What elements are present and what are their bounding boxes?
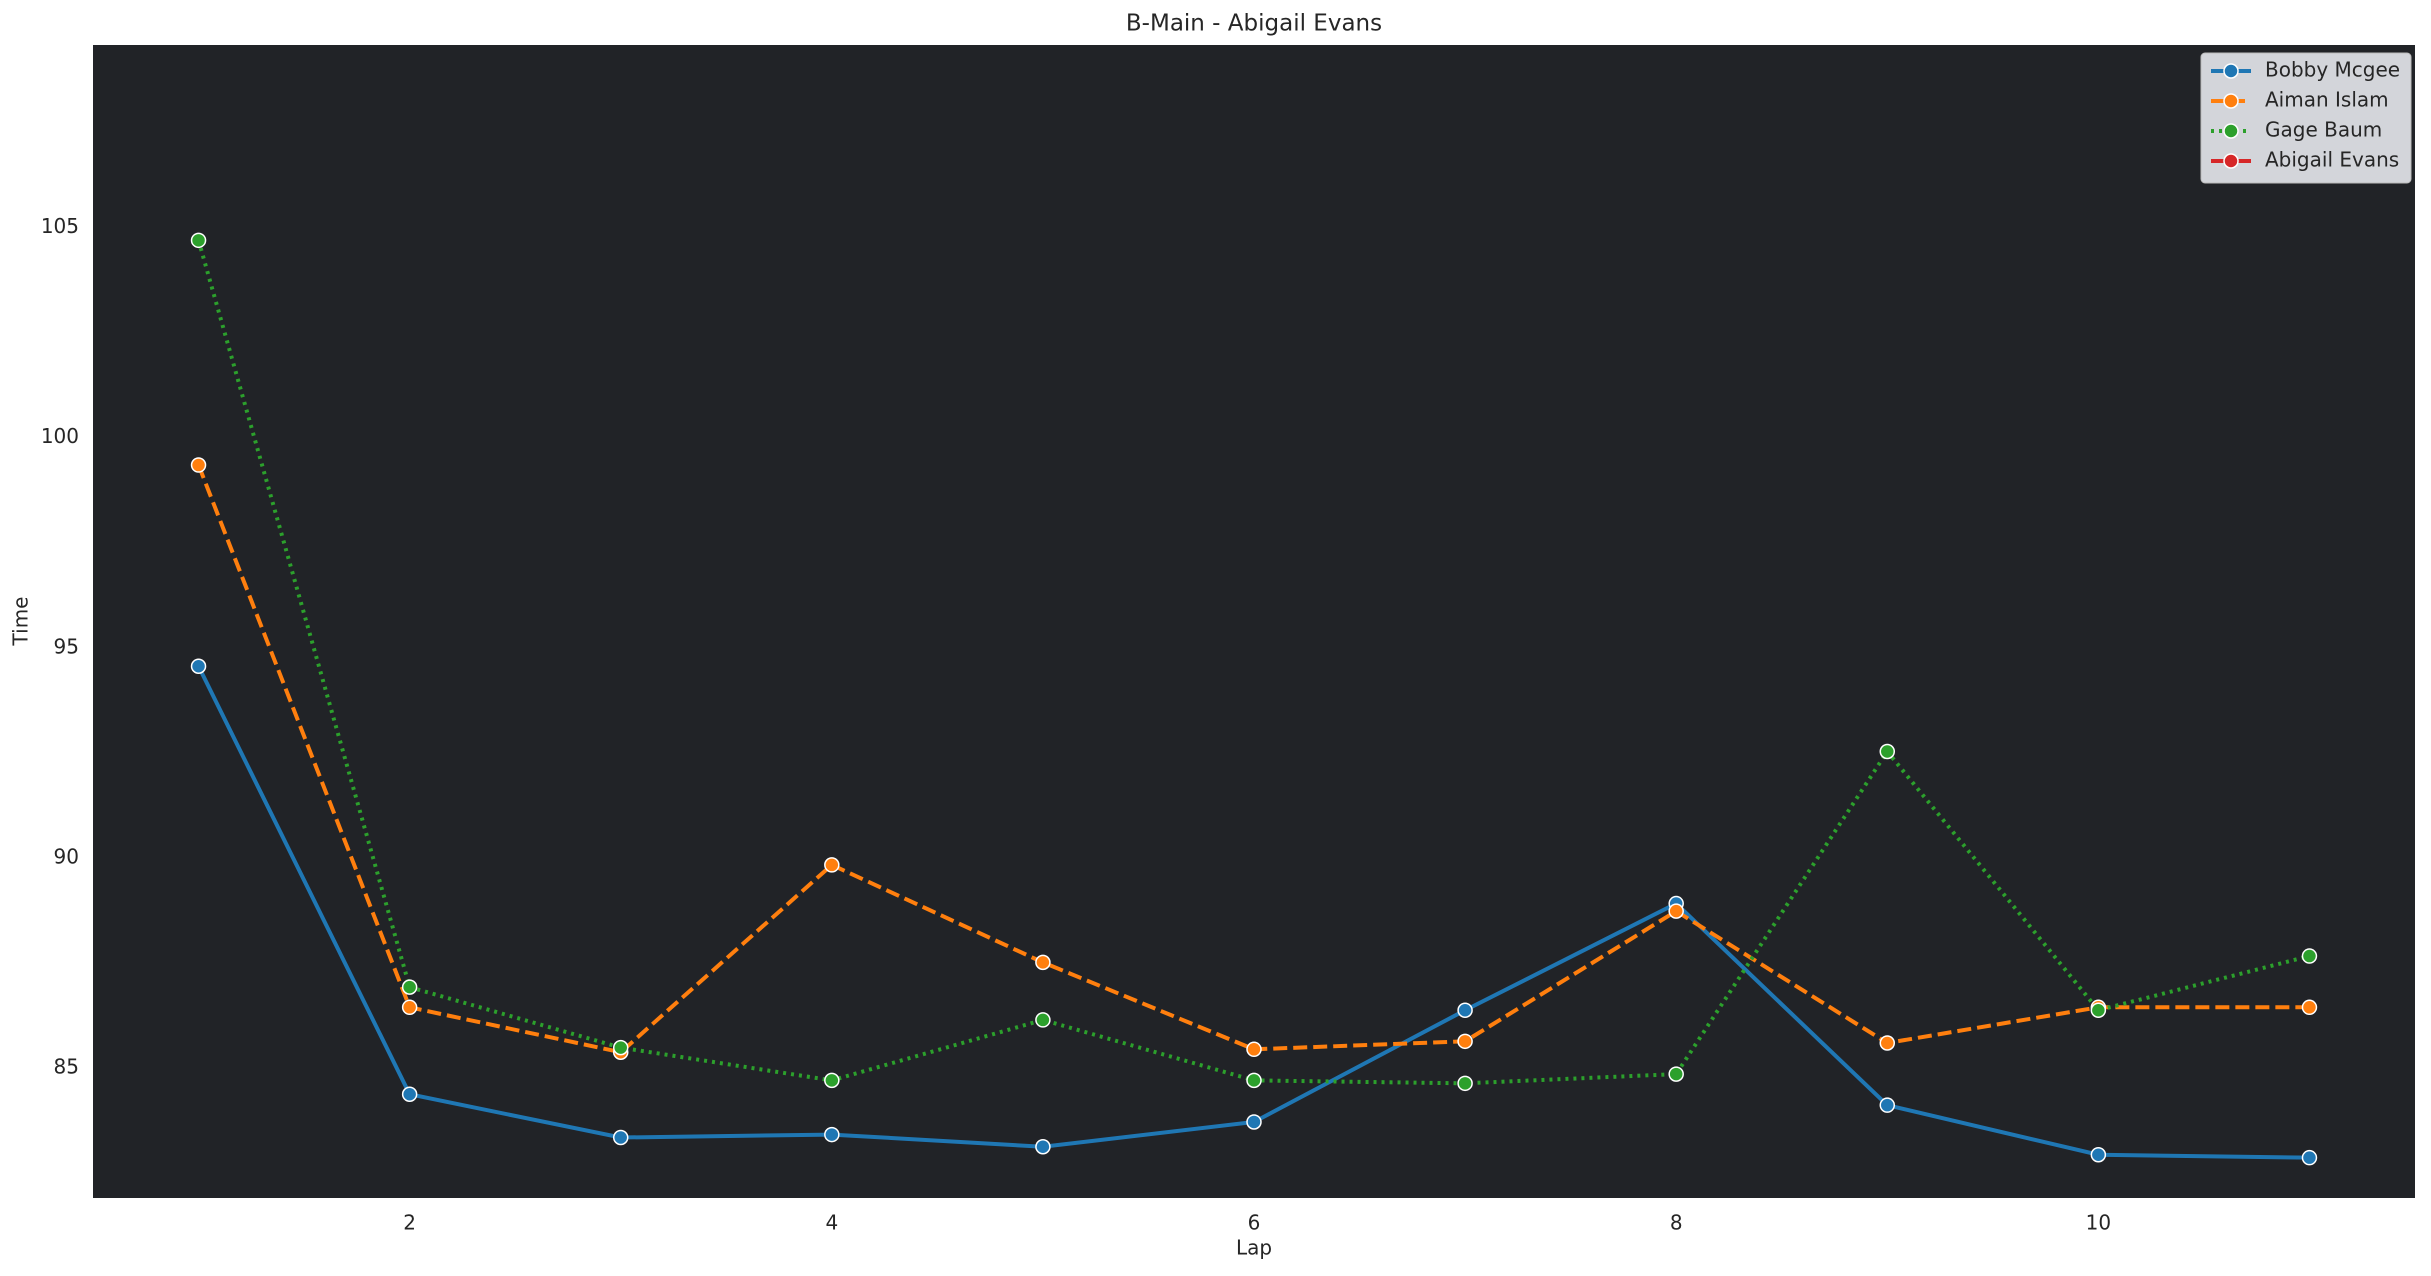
data-point <box>612 1129 629 1146</box>
data-point <box>824 1126 840 1143</box>
data-point <box>190 658 207 674</box>
data-point <box>2301 999 2318 1016</box>
data-point <box>1879 1035 1896 1051</box>
data-point <box>401 999 418 1016</box>
chart-title: B-Main - Abigail Evans <box>1126 11 1382 37</box>
legend-label: Gage Baum <box>2265 118 2382 142</box>
data-point <box>824 857 840 873</box>
data-point <box>2090 1002 2107 1018</box>
y-tick-label: 85 <box>54 1054 79 1078</box>
x-axis-label: Lap <box>1236 1236 1272 1260</box>
y-tick-label: 90 <box>54 844 79 868</box>
legend-label: Aiman Islam <box>2265 88 2389 112</box>
data-point <box>1246 1041 1262 1058</box>
data-point <box>1879 1097 1896 1113</box>
data-point <box>1879 743 1896 760</box>
x-tick-label: 2 <box>403 1211 416 1235</box>
legend-marker <box>2223 153 2239 169</box>
data-point <box>1035 1139 1051 1155</box>
legend-marker <box>2223 93 2239 109</box>
data-point <box>1246 1072 1262 1089</box>
data-point <box>2090 1146 2107 1163</box>
x-tick-label: 6 <box>1248 1211 1261 1235</box>
y-axis-label: Time <box>9 597 33 647</box>
data-point <box>190 232 207 249</box>
plot-area <box>93 45 2415 1198</box>
legend-marker <box>2223 123 2239 139</box>
data-point <box>1457 1075 1473 1092</box>
data-point <box>1457 1002 1473 1018</box>
legend-marker <box>2223 63 2239 79</box>
y-tick-label: 105 <box>41 214 79 238</box>
data-point <box>1246 1114 1262 1130</box>
data-point <box>2301 1149 2318 1166</box>
data-point <box>1035 1012 1051 1028</box>
data-point <box>612 1039 629 1056</box>
data-point <box>190 457 207 473</box>
data-point <box>1668 903 1684 919</box>
legend-label: Bobby Mcgee <box>2265 58 2400 82</box>
legend-box <box>2200 52 2412 184</box>
data-point <box>401 1086 418 1103</box>
data-point <box>1457 1033 1473 1050</box>
data-point <box>401 979 418 995</box>
y-tick-label: 100 <box>41 424 79 448</box>
x-tick-label: 4 <box>825 1211 838 1235</box>
data-point <box>1035 954 1051 971</box>
data-point <box>2301 948 2318 964</box>
x-tick-label: 8 <box>1670 1211 1683 1235</box>
legend-label: Abigail Evans <box>2265 148 2399 172</box>
data-point <box>824 1072 840 1089</box>
x-tick-label: 10 <box>2086 1211 2111 1235</box>
data-point <box>1668 1066 1684 1082</box>
y-tick-label: 95 <box>54 634 79 658</box>
